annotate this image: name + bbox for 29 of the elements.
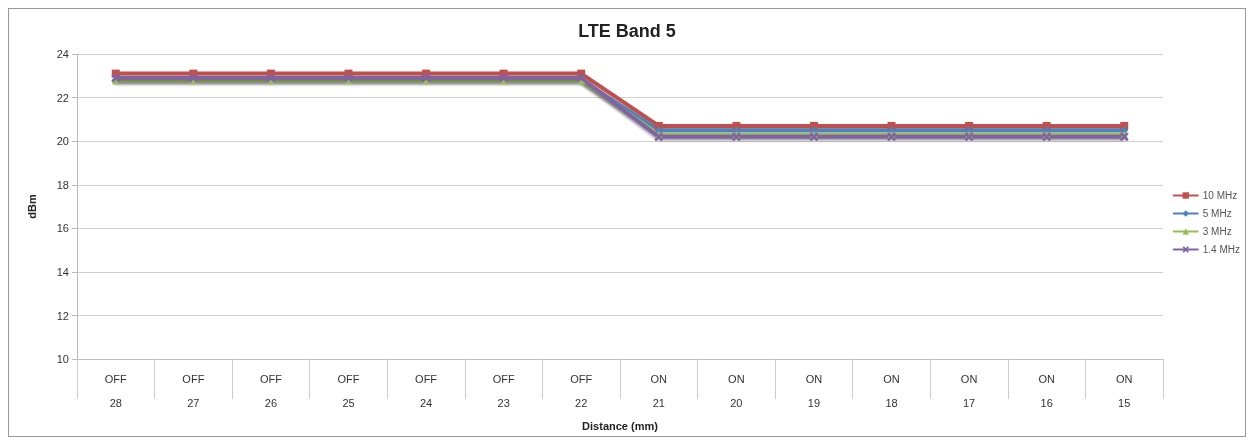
y-tick-label: 14 <box>56 265 69 278</box>
chart-title: LTE Band 5 <box>578 21 676 41</box>
legend-label: 1.4 MHz <box>1202 244 1240 255</box>
y-tick-label: 16 <box>56 222 69 235</box>
y-tick-label: 24 <box>56 48 69 60</box>
legend-label: 3 MHz <box>1202 226 1232 237</box>
y-tick-label: 18 <box>56 178 69 191</box>
x-axis-title: Distance (mm) <box>582 419 659 432</box>
x-tick-label: ON 18 <box>883 373 900 410</box>
x-tick-label: ON 16 <box>1038 373 1055 410</box>
x-tick-label: ON 20 <box>728 373 745 410</box>
legend-label: 10 MHz <box>1202 190 1238 201</box>
y-tick-label: 20 <box>56 135 69 148</box>
x-tick-label: OFF 28 <box>104 373 128 410</box>
y-axis-title: dBm <box>25 194 38 219</box>
x-tick-label: ON 17 <box>960 373 978 410</box>
x-tick-label: ON 21 <box>650 373 668 410</box>
x-tick-label: OFF 23 <box>492 373 515 410</box>
x-tick-label: OFF 26 <box>259 373 283 410</box>
x-tick-label: OFF 27 <box>182 373 205 410</box>
y-tick-label: 10 <box>56 353 69 366</box>
legend-label: 5 MHz <box>1202 208 1232 219</box>
x-tick-label: OFF 22 <box>570 373 593 410</box>
x-tick-label: ON 19 <box>805 373 823 410</box>
y-tick-label: 12 <box>56 309 69 322</box>
x-tick-label: OFF 24 <box>415 373 438 410</box>
x-tick-label: OFF 25 <box>337 373 360 410</box>
x-tick-label: ON 15 <box>1115 373 1133 410</box>
y-tick-label: 22 <box>56 91 69 104</box>
